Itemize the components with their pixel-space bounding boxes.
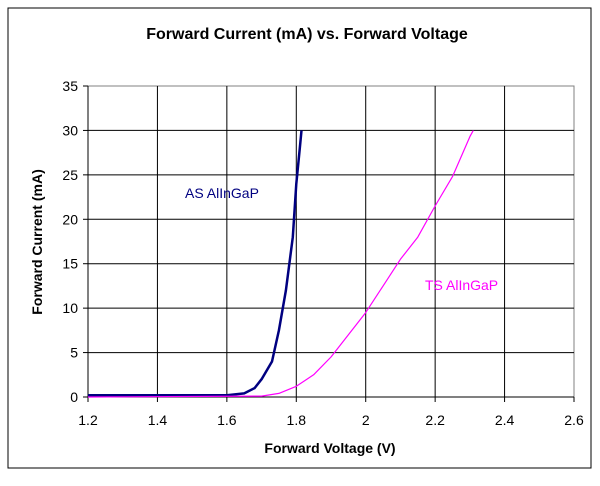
y-tick-label: 30 (62, 122, 78, 138)
x-tick-label: 1.8 (287, 412, 307, 428)
series-label-ts-alingap: TS AlInGaP (425, 277, 498, 293)
x-tick-label: 1.6 (217, 412, 237, 428)
x-tick-label: 2 (362, 412, 370, 428)
plot-area (87, 85, 575, 398)
series-layer (87, 130, 474, 398)
tick-label-layer: 1.2 1.4 1.6 1.8 2 2.2 2.4 2.6 0 5 10 15 20 25 30 35 (62, 78, 584, 428)
y-tick-label: 20 (62, 211, 78, 227)
y-tick-label: 15 (62, 256, 78, 272)
y-axis-title: Forward Current (mA) (29, 169, 45, 314)
y-tick-label: 0 (70, 389, 78, 405)
x-tick-label: 2.2 (425, 412, 445, 428)
series-label-as-alingap: AS AlInGaP (185, 185, 259, 201)
x-axis-title: Forward Voltage (V) (264, 440, 395, 456)
x-tick-label: 2.6 (564, 412, 584, 428)
y-tick-label: 10 (62, 300, 78, 316)
series-line-as-alingap (88, 130, 303, 397)
y-tick-label: 35 (62, 78, 78, 94)
x-tick-label: 2.4 (495, 412, 515, 428)
chart-title: Forward Current (mA) vs. Forward Voltage (146, 26, 468, 43)
y-tick-label: 25 (62, 167, 78, 183)
series-line-ts-alingap (87, 130, 474, 398)
y-tick-label: 5 (70, 345, 78, 361)
x-tick-label: 1.4 (148, 412, 168, 428)
x-tick-label: 1.2 (78, 412, 98, 428)
